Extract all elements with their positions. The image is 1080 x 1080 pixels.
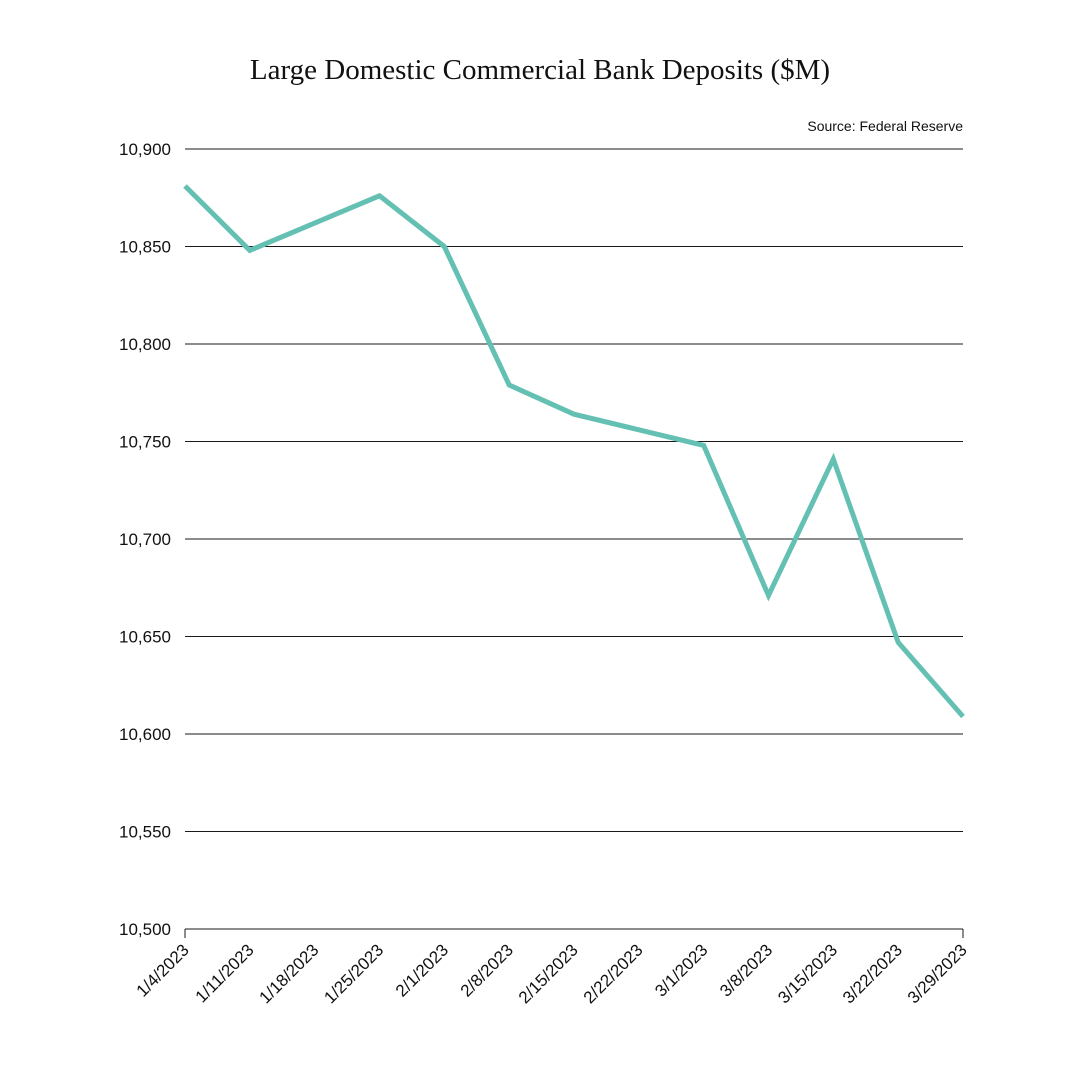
x-tick-label: 1/25/2023 [320, 940, 387, 1007]
y-tick-label: 10,600 [119, 725, 171, 744]
x-tick-label: 3/1/2023 [651, 940, 711, 1000]
source-note: Source: Federal Reserve [807, 118, 963, 134]
x-tick-label: 2/8/2023 [457, 940, 517, 1000]
x-tick-label: 3/29/2023 [904, 940, 971, 1007]
x-tick-label: 3/22/2023 [839, 940, 906, 1007]
x-tick-label: 2/15/2023 [515, 940, 582, 1007]
y-tick-label: 10,750 [119, 433, 171, 452]
x-tick-label: 2/1/2023 [392, 940, 452, 1000]
x-tick-label: 3/8/2023 [716, 940, 776, 1000]
y-tick-label: 10,550 [119, 823, 171, 842]
x-tick-label: 1/11/2023 [192, 940, 258, 1006]
x-tick-label: 1/18/2023 [256, 940, 323, 1007]
y-tick-label: 10,500 [119, 920, 171, 939]
y-tick-label: 10,850 [119, 238, 171, 257]
x-tick-label: 1/4/2023 [133, 940, 193, 1000]
y-tick-label: 10,900 [119, 140, 171, 159]
series-layer [183, 184, 965, 719]
y-tick-label: 10,800 [119, 335, 171, 354]
y-axis-tick-labels: 10,500 10,550 10,600 10,650 10,700 10,750 10,8… [119, 140, 171, 939]
gridlines [185, 148, 963, 832]
x-tick-label: 2/22/2023 [580, 940, 647, 1007]
series-line [183, 184, 965, 719]
x-axis [184, 928, 964, 938]
chart-title: Large Domestic Commercial Bank Deposits … [249, 54, 831, 86]
y-tick-label: 10,700 [119, 530, 171, 549]
x-tick-label: 3/15/2023 [774, 940, 841, 1007]
y-tick-label: 10,650 [119, 628, 171, 647]
